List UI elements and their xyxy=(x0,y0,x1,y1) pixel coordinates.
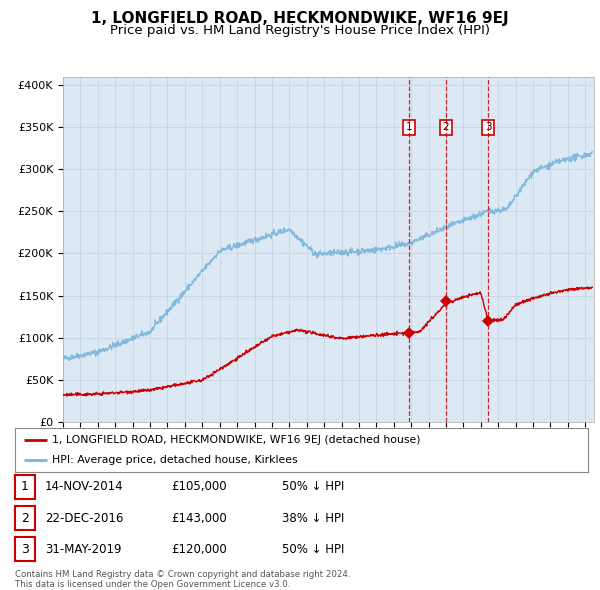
Text: 3: 3 xyxy=(21,543,29,556)
Text: 1, LONGFIELD ROAD, HECKMONDWIKE, WF16 9EJ (detached house): 1, LONGFIELD ROAD, HECKMONDWIKE, WF16 9E… xyxy=(52,435,421,445)
Text: 14-NOV-2014: 14-NOV-2014 xyxy=(45,480,124,493)
Text: Contains HM Land Registry data © Crown copyright and database right 2024.
This d: Contains HM Land Registry data © Crown c… xyxy=(15,570,350,589)
Text: 31-MAY-2019: 31-MAY-2019 xyxy=(45,543,121,556)
Text: £105,000: £105,000 xyxy=(171,480,227,493)
Text: 2: 2 xyxy=(21,512,29,525)
Text: 3: 3 xyxy=(485,122,491,132)
Text: 2: 2 xyxy=(442,122,449,132)
Text: HPI: Average price, detached house, Kirklees: HPI: Average price, detached house, Kirk… xyxy=(52,455,298,465)
Text: 1: 1 xyxy=(406,122,412,132)
Text: Price paid vs. HM Land Registry's House Price Index (HPI): Price paid vs. HM Land Registry's House … xyxy=(110,24,490,37)
Text: 22-DEC-2016: 22-DEC-2016 xyxy=(45,512,124,525)
Text: 50% ↓ HPI: 50% ↓ HPI xyxy=(282,543,344,556)
Text: 1: 1 xyxy=(21,480,29,493)
Text: 50% ↓ HPI: 50% ↓ HPI xyxy=(282,480,344,493)
Text: £143,000: £143,000 xyxy=(171,512,227,525)
Text: 1, LONGFIELD ROAD, HECKMONDWIKE, WF16 9EJ: 1, LONGFIELD ROAD, HECKMONDWIKE, WF16 9E… xyxy=(91,11,509,26)
Text: 38% ↓ HPI: 38% ↓ HPI xyxy=(282,512,344,525)
Text: £120,000: £120,000 xyxy=(171,543,227,556)
